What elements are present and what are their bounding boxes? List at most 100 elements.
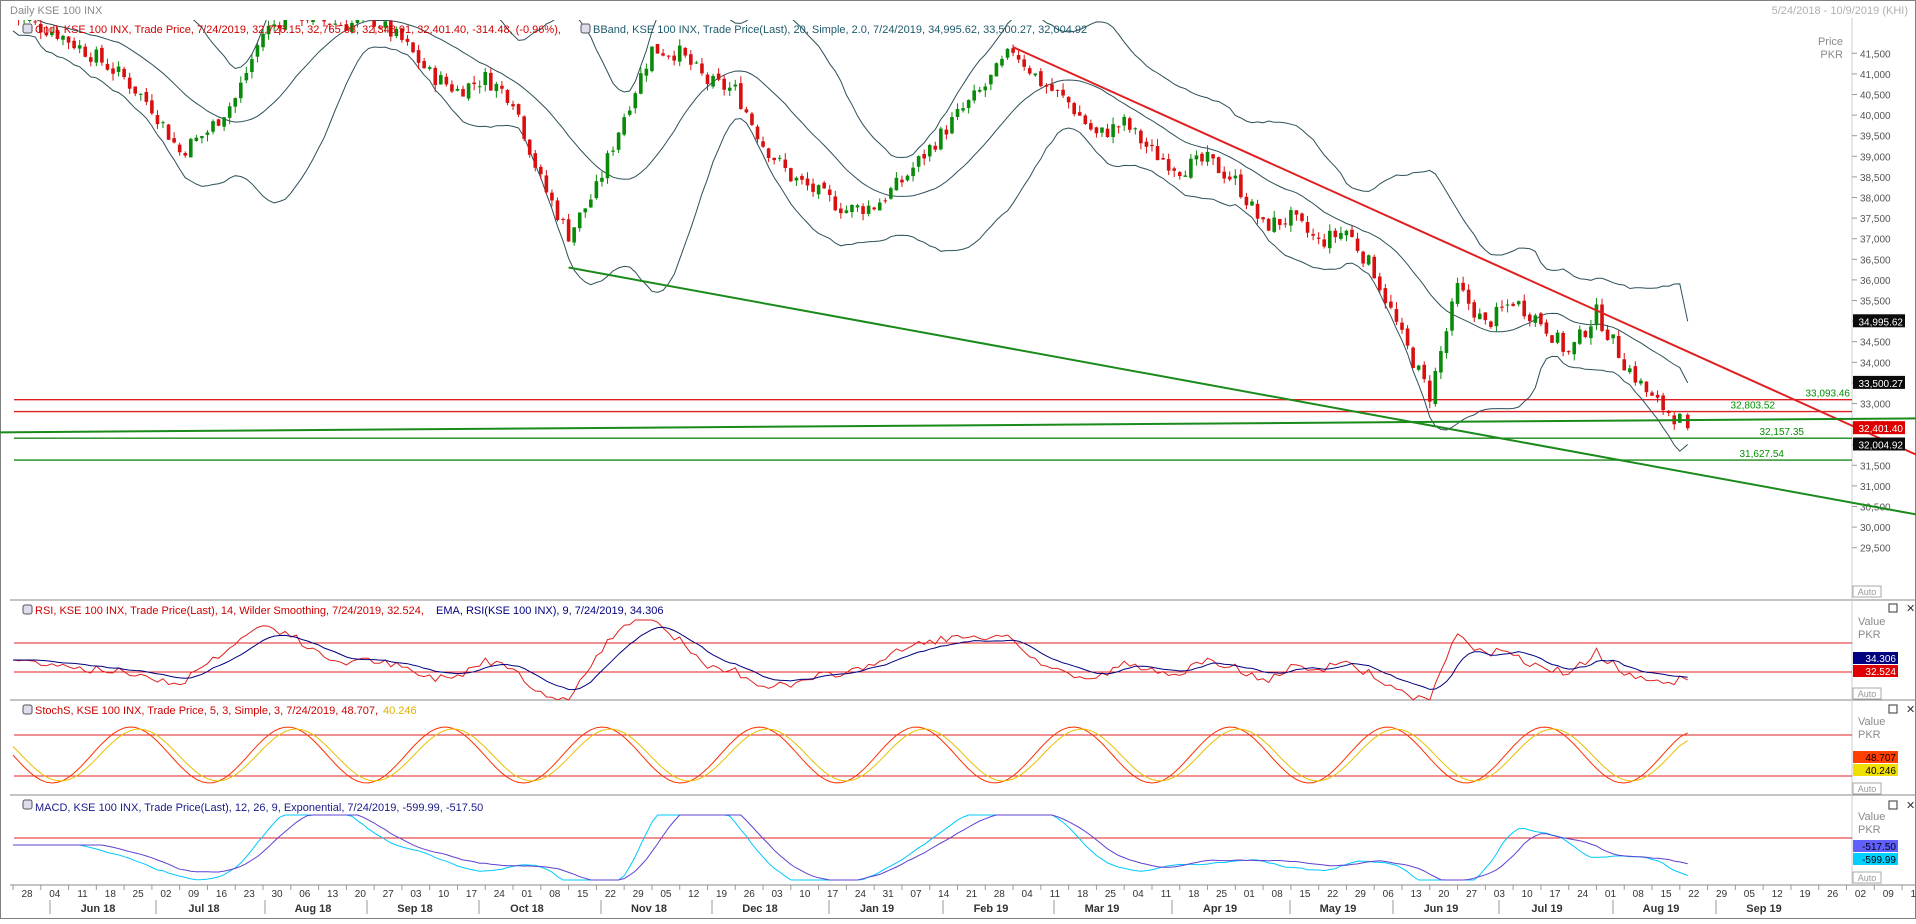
candle-body [305, 20, 310, 21]
candle-body [1050, 84, 1054, 91]
candle-body [683, 47, 688, 56]
candle-body [439, 75, 443, 85]
x-tick-label: 10 [1522, 889, 1534, 900]
auto-scale-button[interactable] [1852, 687, 1882, 700]
trend-lines[interactable] [0, 46, 1916, 527]
candle-body [188, 138, 193, 158]
candle-body [1216, 157, 1221, 174]
legend-bband-text: BBand, KSE 100 INX, Trade Price(Last), 2… [593, 24, 1087, 36]
maximize-icon[interactable] [1888, 603, 1898, 613]
candle-body [761, 141, 765, 147]
candle-body [261, 33, 265, 48]
auto-scale-button[interactable] [1852, 782, 1882, 795]
x-tick-label: 29 [633, 889, 645, 900]
y-tick-label: 40,000 [1860, 111, 1891, 122]
price-badge-text: 32,401.40 [1859, 424, 1904, 435]
x-tick-label: 07 [910, 889, 922, 900]
maximize-icon[interactable] [1888, 704, 1898, 714]
price-panel[interactable]: 29,50030,00030,50031,00031,50032,00032,5… [0, 0, 1916, 598]
macd-panel[interactable]: MACD, KSE 100 INX, Trade Price(Last), 12… [13, 799, 1915, 884]
candle-body [550, 192, 554, 201]
stoch-legend[interactable]: StochS, KSE 100 INX, Trade Price, 5, 3, … [22, 704, 417, 717]
x-tick-label: 09 [1883, 889, 1895, 900]
candle-body [494, 84, 499, 92]
x-tick-label: 05 [1744, 889, 1756, 900]
candle-body [644, 68, 649, 76]
candle-body [111, 68, 115, 74]
candle-body [266, 25, 271, 35]
close-icon[interactable]: ✕ [1906, 800, 1915, 812]
candle-body [83, 46, 88, 57]
close-icon[interactable]: ✕ [1906, 603, 1915, 615]
month-label: Apr 19 [1203, 903, 1237, 915]
candle-body [950, 116, 954, 134]
candle-body [1561, 332, 1565, 352]
candle-body [216, 119, 221, 126]
candle-body [1127, 118, 1132, 130]
x-tick-label: 16 [1910, 889, 1916, 900]
candle-body [1116, 126, 1121, 128]
stoch-panel[interactable]: StochS, KSE 100 INX, Trade Price, 5, 3, … [12, 704, 1915, 795]
auto-scale-label: Auto [1858, 873, 1877, 883]
candle-body [611, 150, 615, 152]
candle-body [1250, 201, 1254, 206]
candle-body [1072, 103, 1076, 115]
time-axis[interactable]: 28 04 11 18 25 02 09 16 23 30 06 13 20 27 03 10 17 24 01 08… [12, 885, 1916, 915]
candle-body [1272, 217, 1277, 232]
candle-body [755, 126, 760, 140]
candle-body [1139, 130, 1143, 144]
auto-scale-label: Auto [1858, 587, 1877, 597]
x-tick-label: 05 [660, 889, 672, 900]
candle-body [861, 206, 865, 214]
trend-line [0, 417, 1916, 434]
candle-body [983, 86, 988, 91]
candle-body [1583, 330, 1588, 338]
rsi-legend[interactable]: RSI, KSE 100 INX, Trade Price(Last), 14,… [22, 604, 663, 617]
y-tick-label: 39,500 [1860, 132, 1891, 143]
candle-body [1411, 347, 1415, 368]
y-tick-label: 31,000 [1860, 482, 1891, 493]
candle-body [1577, 329, 1582, 344]
candle-body [1489, 321, 1493, 327]
auto-scale-button[interactable] [1852, 585, 1882, 598]
close-icon[interactable]: ✕ [1906, 704, 1915, 716]
x-tick-label: 22 [1327, 889, 1339, 900]
candle-body [138, 93, 143, 95]
value-badge-text: 32.524 [1865, 667, 1896, 678]
maximize-icon[interactable] [1888, 800, 1898, 810]
candle-body [400, 28, 404, 40]
trend-line [568, 266, 1916, 516]
legend-bband[interactable]: BBand, KSE 100 INX, Trade Price(Last), 2… [580, 23, 1087, 36]
candle-body [1389, 301, 1393, 308]
panel-controls: ✕ [1888, 704, 1915, 716]
candle-body [739, 83, 743, 109]
rsi-panel[interactable]: RSI, KSE 100 INX, Trade Price(Last), 14,… [12, 603, 1915, 701]
stoch-k-line [12, 726, 1688, 784]
macd-legend[interactable]: MACD, KSE 100 INX, Trade Price(Last), 12… [22, 799, 483, 814]
candle-body [155, 115, 160, 125]
candle-body [166, 124, 171, 140]
x-tick-label: 19 [1799, 889, 1811, 900]
candle-body [1144, 141, 1149, 147]
y-tick-label: 36,500 [1860, 255, 1891, 266]
x-tick-label: 27 [383, 889, 395, 900]
candle-body [1322, 239, 1327, 247]
candle-body [872, 207, 876, 210]
candle-body [1166, 159, 1171, 171]
month-label: Aug 19 [1643, 903, 1680, 915]
candle-body [939, 128, 943, 150]
x-tick-label: 04 [49, 889, 61, 900]
candle-body [105, 63, 110, 70]
candle-body [944, 129, 949, 135]
x-tick-label: 12 [1772, 889, 1784, 900]
candle-body [1005, 48, 1010, 58]
x-tick-label: 01 [1244, 889, 1256, 900]
legend-candle[interactable]: Cndl, KSE 100 INX, Trade Price, 7/24/201… [22, 23, 561, 36]
candle-body [627, 110, 632, 115]
ema-line [13, 626, 1688, 691]
candle-body [1283, 223, 1288, 225]
auto-scale-button[interactable] [1852, 871, 1882, 884]
candle-body [1533, 315, 1538, 323]
line-value-label: 32,803.52 [1731, 401, 1776, 412]
